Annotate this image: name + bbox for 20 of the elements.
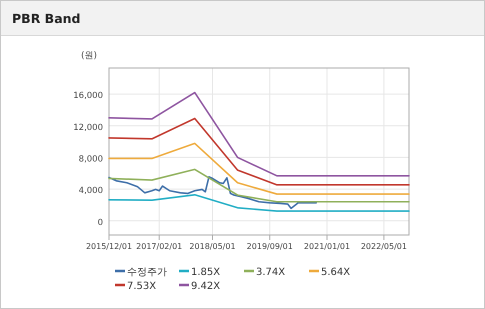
x-tick-label: 2018/05/01 xyxy=(189,242,236,251)
x-tick-label: 2017/02/01 xyxy=(136,242,182,251)
legend-label: 9.42X xyxy=(191,281,220,292)
legend-label: 5.64X xyxy=(321,267,350,278)
title: PBR Band xyxy=(12,11,80,26)
y-tick-label: 12,000 xyxy=(73,122,103,133)
x-tick-label: 2019/09/01 xyxy=(246,242,293,251)
x-tick-label: 2021/01/01 xyxy=(304,242,350,251)
legend-label: 1.85X xyxy=(191,267,220,278)
x-tick-label: 2015/12/01 xyxy=(86,242,132,251)
y-axis-title: (원) xyxy=(80,51,98,61)
legend-label: 7.53X xyxy=(127,281,156,292)
legend-label: 수정주가 xyxy=(127,267,167,278)
legend-label: 3.74X xyxy=(256,267,286,278)
y-tick-label: 0 xyxy=(98,218,103,228)
x-tick-label: 2022/05/01 xyxy=(360,242,407,251)
y-tick-label: 4,000 xyxy=(78,186,103,196)
y-tick-label: 8,000 xyxy=(78,154,103,164)
y-tick-label: 16,000 xyxy=(73,91,103,102)
plot: 0 4,000 8,000 12,000 16,000 2015/12/01 2017/02/01 2018/05/01 2019/09/01 2021/01/01 2022/05/01 (원) xyxy=(73,51,410,251)
